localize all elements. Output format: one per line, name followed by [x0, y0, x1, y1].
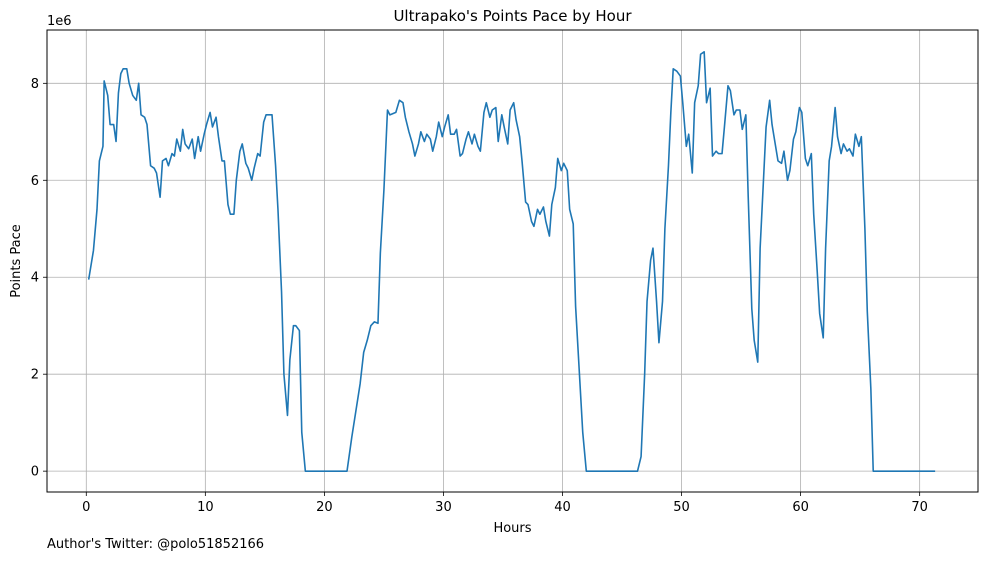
grid — [47, 30, 978, 492]
x-tick-label: 70 — [911, 500, 928, 515]
x-tick-label: 50 — [673, 500, 690, 515]
y-tick-label: 2 — [31, 368, 39, 383]
x-tick-label: 40 — [554, 500, 571, 515]
y-scale-label: 1e6 — [47, 14, 72, 29]
chart-title: Ultrapako's Points Pace by Hour — [393, 7, 632, 25]
y-tick-label: 4 — [31, 271, 39, 286]
x-tick-label: 30 — [435, 500, 452, 515]
author-credit: Author's Twitter: @polo51852166 — [47, 537, 265, 552]
y-axis-label: Points Pace — [9, 224, 24, 298]
x-tick-label: 20 — [316, 500, 333, 515]
y-tick-label: 0 — [31, 465, 39, 480]
series-line — [87, 51, 936, 472]
x-tick-label: 0 — [82, 500, 90, 515]
y-tick-label: 8 — [31, 77, 39, 92]
ticks: 0 10 20 30 40 50 60 70 0 2 4 6 8 — [31, 77, 928, 515]
x-tick-label: 60 — [792, 500, 809, 515]
x-tick-label: 10 — [197, 500, 214, 515]
x-axis-label: Hours — [493, 521, 531, 536]
series-layer — [87, 51, 936, 472]
plot-frame — [46, 29, 979, 493]
y-tick-label: 6 — [31, 174, 39, 189]
